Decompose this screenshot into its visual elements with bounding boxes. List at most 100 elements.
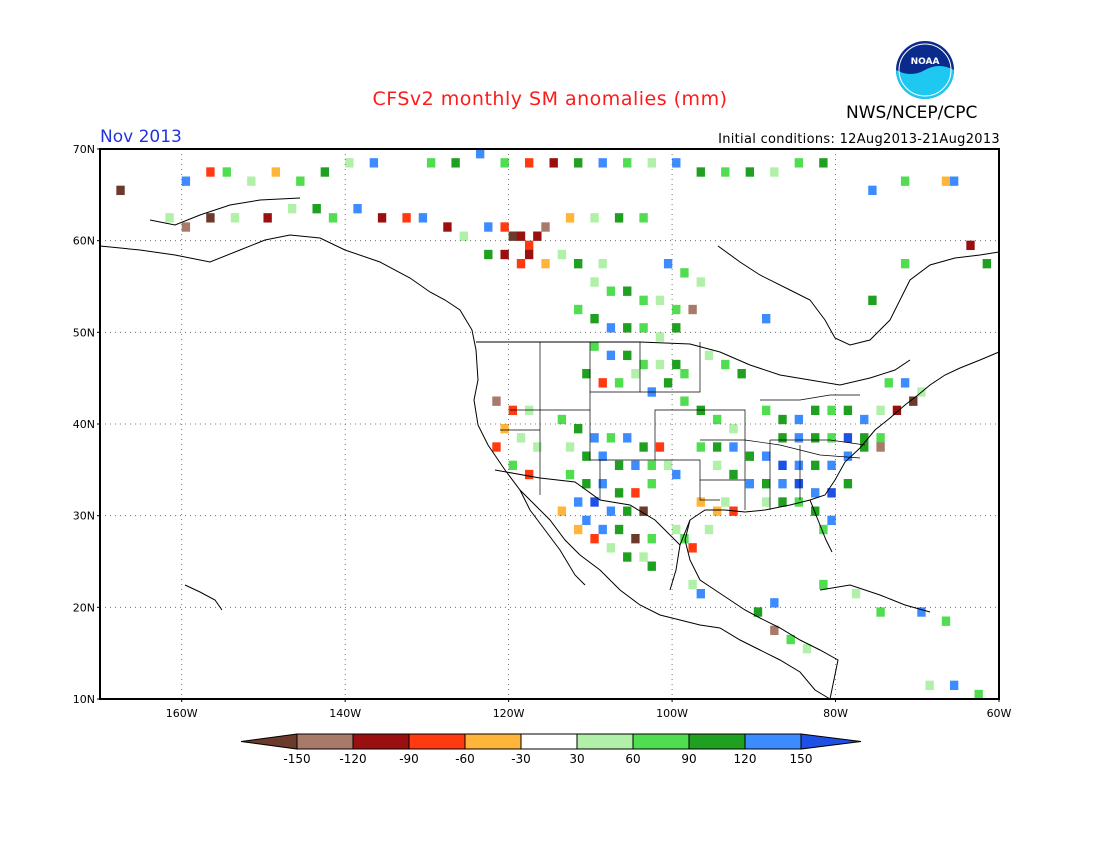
lat-lon-grid xyxy=(100,149,999,699)
anomaly-cell xyxy=(590,314,599,324)
anomaly-cell xyxy=(623,506,632,516)
anomaly-cell xyxy=(761,451,771,461)
anomaly-cell xyxy=(639,323,648,333)
anomaly-cell xyxy=(516,433,526,443)
anomaly-cell xyxy=(663,259,673,269)
anomaly-cell xyxy=(884,378,893,388)
anomaly-cell xyxy=(712,460,722,471)
anomaly-cell xyxy=(614,378,624,388)
anomaly-cell xyxy=(672,304,681,315)
anomaly-cell xyxy=(876,433,885,443)
anomaly-cell xyxy=(312,204,321,214)
anomaly-cell xyxy=(680,534,689,544)
anomaly-cell xyxy=(786,634,795,645)
anomaly-cell xyxy=(574,304,583,315)
anomaly-cell xyxy=(582,479,591,489)
anomaly-cell xyxy=(819,158,828,168)
anomaly-cell xyxy=(181,176,191,186)
anomaly-cell xyxy=(696,277,705,287)
anomaly-cell xyxy=(900,378,910,388)
anomaly-cell xyxy=(721,359,730,370)
anomaly-cell xyxy=(647,561,656,571)
anomaly-cell xyxy=(770,598,779,608)
anomaly-cell xyxy=(729,469,738,480)
anomaly-cell xyxy=(876,405,885,416)
anomaly-cell xyxy=(296,176,305,186)
anomaly-cell xyxy=(484,222,493,232)
anomaly-cell xyxy=(516,231,526,241)
map-background xyxy=(100,149,999,699)
anomaly-cell xyxy=(892,405,902,416)
anomaly-cell xyxy=(623,433,632,443)
anomaly-cell xyxy=(745,451,755,461)
anomaly-cell xyxy=(663,460,673,471)
anomaly-cell xyxy=(761,479,771,489)
anomaly-cell xyxy=(524,240,534,251)
latitude-label: 40N xyxy=(73,418,95,431)
anomaly-cell xyxy=(647,534,656,544)
anomaly-cell xyxy=(672,158,681,168)
anomaly-cell xyxy=(900,259,910,269)
anomaly-cell xyxy=(345,158,354,168)
anomaly-cell xyxy=(271,167,280,177)
anomaly-cell xyxy=(680,369,689,379)
anomaly-cell xyxy=(770,625,779,636)
anomaly-cell xyxy=(565,213,575,223)
colorbar-tick-label: 30 xyxy=(569,752,584,766)
anomaly-cell xyxy=(745,167,755,177)
longitude-label: 160W xyxy=(166,707,198,720)
colorbar-segment xyxy=(744,733,802,750)
anomaly-cell xyxy=(582,451,591,461)
colorbar-segment xyxy=(688,733,746,750)
colorbar: -150 -120 -90 -60 -30 30 60 90 120 150 xyxy=(240,733,862,766)
anomaly-cell xyxy=(492,442,501,452)
anomaly-cell xyxy=(582,515,591,526)
anomaly-cell xyxy=(680,268,689,278)
anomaly-cell xyxy=(696,589,705,599)
anomaly-cell xyxy=(623,350,632,361)
agency-label: NWS/NCEP/CPC xyxy=(846,103,978,123)
anomaly-cell xyxy=(369,158,379,168)
anomaly-cell xyxy=(623,158,632,168)
anomaly-cell xyxy=(639,213,648,223)
anomaly-cell xyxy=(541,259,550,269)
longitude-label: 100W xyxy=(656,707,688,720)
latitude-label: 70N xyxy=(73,143,95,156)
anomaly-cell xyxy=(181,222,191,232)
anomaly-cell xyxy=(565,442,575,452)
anomaly-cell xyxy=(753,607,763,617)
anomaly-cell xyxy=(663,378,673,388)
anomaly-cell xyxy=(794,497,804,507)
map-plot xyxy=(99,148,1000,700)
colorbar-tick-label: 120 xyxy=(734,752,757,766)
anomaly-cell xyxy=(819,524,828,535)
anomaly-cell xyxy=(761,314,771,324)
anomaly-cell xyxy=(696,442,705,452)
anomaly-cell xyxy=(533,442,542,452)
state-borders xyxy=(500,342,866,510)
anomaly-cell xyxy=(524,249,534,260)
anomaly-cell xyxy=(590,497,599,507)
colorbar-segment xyxy=(520,733,578,750)
anomaly-cell xyxy=(206,213,215,223)
anomaly-cell xyxy=(557,249,567,260)
anomaly-cell xyxy=(655,442,665,452)
anomaly-cell xyxy=(794,158,804,168)
anomaly-cell xyxy=(574,524,583,535)
anomaly-cell xyxy=(843,405,853,416)
anomaly-cell xyxy=(590,433,599,443)
anomaly-cell xyxy=(524,469,534,480)
anomaly-cell xyxy=(639,359,648,370)
anomaly-cell xyxy=(672,359,681,370)
anomaly-cell xyxy=(500,249,509,260)
anomaly-cell xyxy=(655,295,665,306)
anomaly-cell xyxy=(811,488,820,498)
coastlines xyxy=(99,197,1000,700)
anomaly-cell xyxy=(614,488,624,498)
anomaly-cell xyxy=(917,607,926,617)
colorbar-lower-arrow xyxy=(240,733,298,750)
anomaly-cell xyxy=(631,488,640,498)
anomaly-cell xyxy=(672,323,681,333)
anomaly-cell xyxy=(320,167,330,177)
